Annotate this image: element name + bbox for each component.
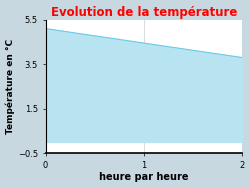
- Title: Evolution de la température: Evolution de la température: [50, 6, 237, 19]
- Y-axis label: Température en °C: Température en °C: [6, 39, 15, 134]
- X-axis label: heure par heure: heure par heure: [99, 172, 188, 182]
